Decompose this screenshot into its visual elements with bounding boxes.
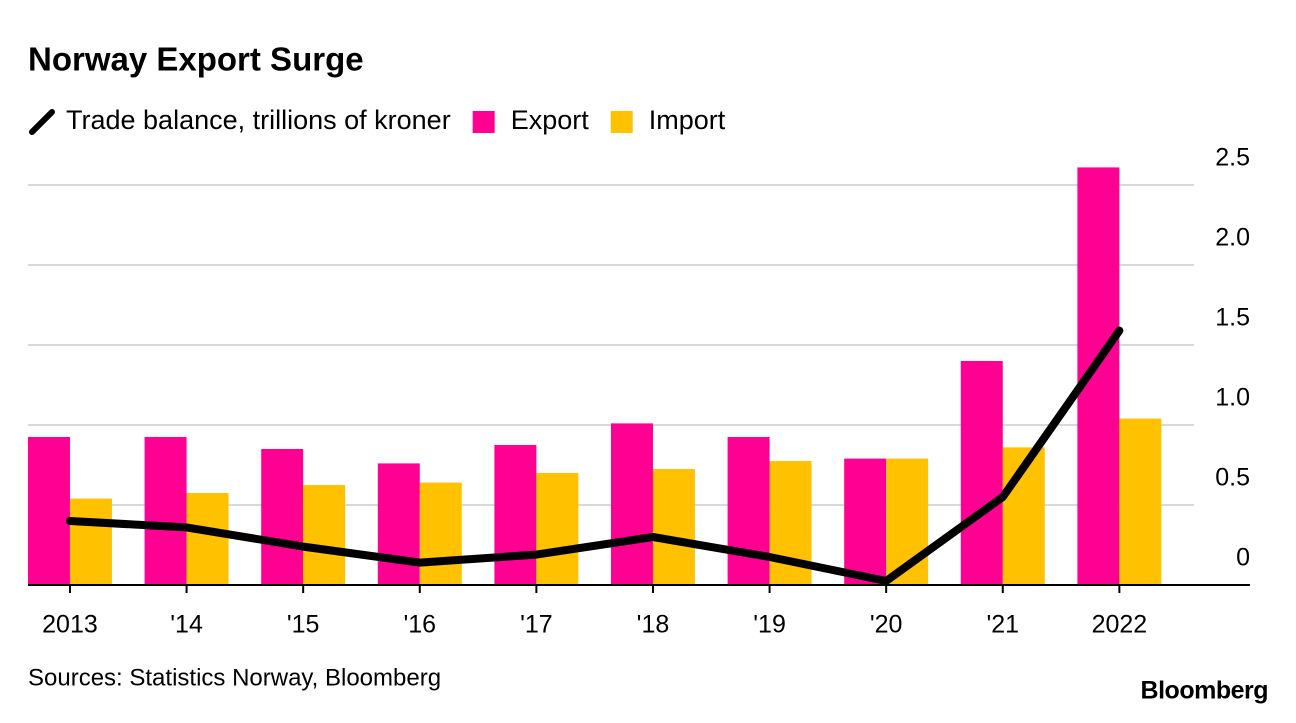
x-tick-label: '15: [287, 611, 320, 639]
chart-title: Norway Export Surge: [28, 41, 364, 78]
x-tick-label: 2022: [1092, 611, 1148, 639]
legend-marker: [472, 111, 495, 133]
y-tick-label: 1.0: [1215, 384, 1250, 412]
bar: [611, 423, 653, 585]
legend-label: Export: [511, 105, 590, 135]
brand: Bloomberg: [1141, 677, 1268, 705]
bar: [960, 361, 1003, 585]
line: [65, 326, 1124, 585]
x-tick-label: '17: [520, 611, 553, 639]
bar: [186, 493, 229, 585]
x-tick-label: '18: [637, 611, 670, 639]
y-tick-label: 2.5: [1215, 144, 1250, 172]
y-tick-label: 0.5: [1215, 464, 1250, 492]
x-tick-label: '21: [986, 611, 1019, 639]
bar: [536, 473, 579, 585]
bar: [1119, 418, 1162, 585]
legend-marker: [29, 109, 55, 135]
bar: [377, 463, 420, 585]
x-tick-label: 2013: [42, 611, 98, 639]
legend-marker: [610, 111, 633, 133]
bar: [261, 449, 304, 585]
x-tick-label: '20: [870, 611, 903, 639]
bar: [69, 498, 112, 585]
x-tick-label: '19: [753, 611, 786, 639]
bar: [28, 437, 70, 585]
legend-label: Import: [649, 105, 726, 135]
bar: [727, 437, 770, 585]
y-tick-label: 0: [1236, 544, 1250, 572]
bar: [419, 482, 462, 585]
bar: [652, 469, 695, 585]
legend-label: Trade balance, trillions of kroner: [66, 105, 451, 135]
bar: [494, 445, 537, 585]
x-tick-label: '14: [170, 611, 203, 639]
bar: [303, 485, 346, 585]
bar: [144, 437, 187, 585]
source: Sources: Statistics Norway, Bloomberg: [28, 664, 441, 691]
y-tick-label: 2.0: [1215, 224, 1250, 252]
bar: [844, 458, 887, 585]
x-tick-label: '16: [403, 611, 436, 639]
y-tick-label: 1.5: [1215, 304, 1250, 332]
